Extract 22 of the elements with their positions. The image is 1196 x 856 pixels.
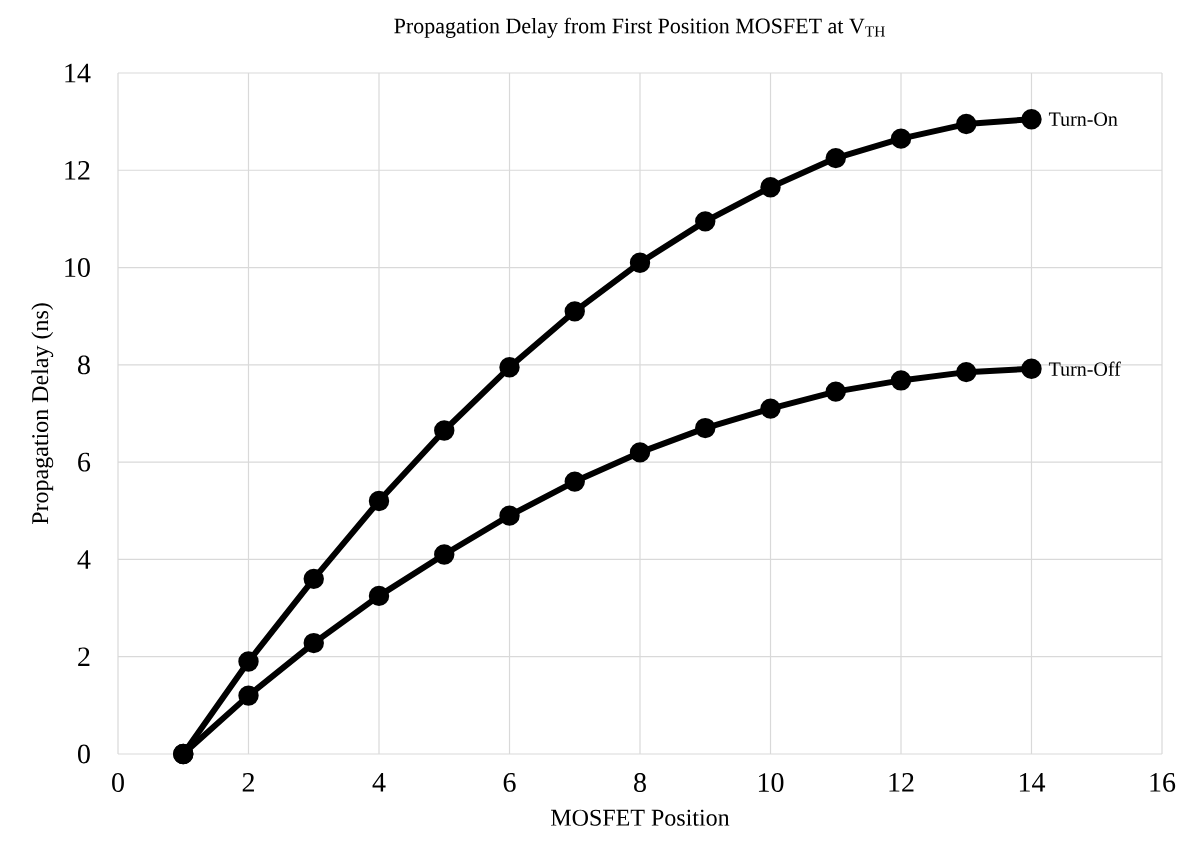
- x-axis-title: MOSFET Position: [551, 809, 730, 826]
- x-tick-label: 8: [634, 773, 646, 792]
- x-tick-label: 4: [372, 773, 386, 792]
- y-axis-title: Propagation Delay (ns): [31, 303, 54, 525]
- y-tick-label: 2: [78, 647, 90, 666]
- y-tick-label: 10: [65, 258, 90, 278]
- x-tick-label: 16: [1150, 773, 1176, 792]
- x-tick-label: 6: [503, 773, 516, 792]
- x-tick-label: 2: [242, 773, 254, 792]
- x-tick-label: 12: [889, 773, 914, 792]
- series-label: Turn-Off: [1048, 361, 1121, 376]
- y-tick-label: 12: [65, 161, 90, 180]
- y-tick-label: 4: [77, 550, 91, 569]
- x-tick-label: 0: [112, 773, 124, 792]
- y-tick-label: 6: [78, 452, 91, 472]
- chart-title: Propagation Delay from First Position MOSFET at V$_{TH}$: [394, 17, 885, 38]
- series-label: Turn-On: [1048, 112, 1118, 126]
- x-tick-label: 14: [1019, 773, 1046, 792]
- x-tick-label: 10: [758, 773, 784, 792]
- y-tick-label: 0: [78, 744, 90, 764]
- y-tick-label: 14: [65, 63, 91, 83]
- y-tick-label: 8: [78, 355, 90, 375]
